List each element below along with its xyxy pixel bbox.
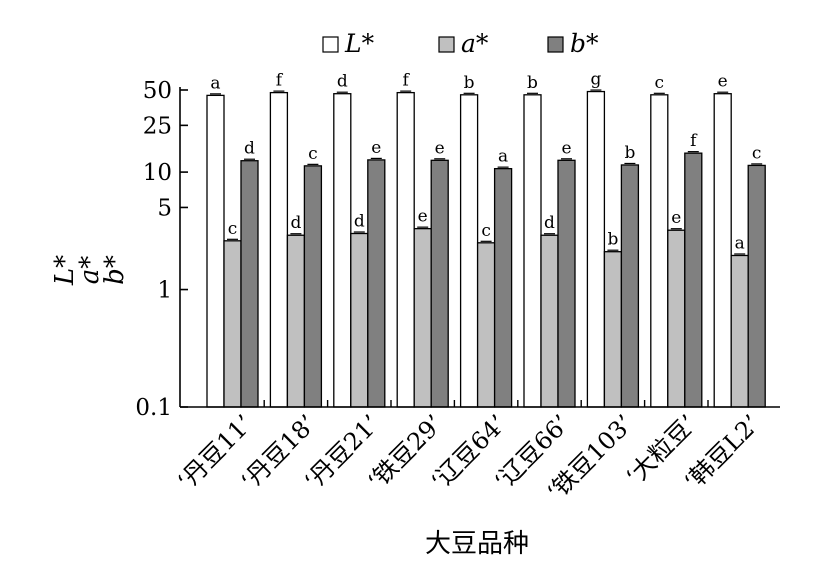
- bar: [667, 229, 686, 408]
- significance-label: f: [276, 71, 284, 91]
- significance-label: c: [481, 221, 491, 241]
- bar: [223, 240, 242, 408]
- bar: [730, 254, 749, 408]
- y-axis-title-part: b*: [100, 255, 130, 285]
- y-axis-title-part: L*: [50, 255, 80, 286]
- y-tick-label: 0.1: [135, 395, 172, 421]
- bar: [620, 164, 640, 408]
- significance-label: e: [671, 208, 681, 228]
- y-tick-label: 10: [143, 160, 172, 186]
- significance-label: a: [210, 73, 220, 93]
- bar: [240, 160, 259, 408]
- significance-label: a: [735, 233, 745, 253]
- bar: [650, 94, 669, 408]
- legend-swatch: [438, 36, 455, 53]
- y-axis: 0.1 1 5 10 25 50: [135, 78, 188, 421]
- bar: [430, 159, 449, 408]
- significance-label: e: [371, 138, 381, 158]
- significance-label: g: [590, 70, 601, 90]
- bar: [747, 164, 766, 408]
- y-tick-label: 1: [157, 278, 172, 304]
- significance-label: f: [403, 71, 411, 91]
- legend-label: b*: [570, 29, 599, 58]
- bar: [367, 159, 386, 408]
- significance-label: c: [228, 219, 238, 239]
- bar: [269, 91, 289, 408]
- bar: [396, 91, 415, 408]
- legend-swatch: [547, 36, 564, 53]
- bar: [603, 251, 623, 408]
- legend-label: L*: [344, 29, 375, 58]
- significance-label: c: [752, 143, 762, 163]
- bar: [350, 232, 369, 408]
- bar: [523, 94, 542, 408]
- bars: a c d f d c d d e f e e b c a b d e g b b c e f e a c: [206, 70, 766, 408]
- significance-label: d: [354, 212, 365, 232]
- significance-label: d: [544, 213, 555, 233]
- bar: [557, 159, 576, 408]
- bar: [540, 234, 559, 408]
- bar: [684, 152, 703, 408]
- bar: [303, 165, 323, 408]
- y-tick-label: 25: [143, 113, 172, 139]
- significance-label: c: [308, 144, 318, 164]
- bar: [586, 90, 606, 408]
- bar: [493, 167, 513, 408]
- y-axis-title-part: a*: [75, 256, 105, 285]
- y-axis-title: L*a*b*: [50, 255, 130, 286]
- legend: L* a* b*: [322, 29, 599, 58]
- x-axis: ‘丹豆11’‘丹豆18’‘丹豆21’‘铁豆29’‘辽豆64’‘辽豆66’‘铁豆1…: [172, 400, 780, 506]
- legend-swatch: [322, 36, 339, 53]
- significance-label: e: [561, 138, 571, 158]
- significance-label: d: [337, 72, 348, 92]
- bar: [459, 94, 479, 408]
- significance-label: e: [435, 138, 445, 158]
- significance-label: e: [418, 207, 428, 227]
- bar: [476, 242, 496, 408]
- legend-label: a*: [461, 29, 489, 58]
- significance-label: e: [718, 72, 728, 92]
- significance-label: d: [290, 213, 301, 233]
- bar: [286, 234, 306, 408]
- bar: [206, 94, 225, 408]
- bar: [713, 93, 732, 408]
- significance-label: c: [655, 73, 665, 93]
- significance-label: b: [464, 73, 475, 93]
- significance-label: b: [527, 73, 538, 93]
- y-tick-label: 5: [157, 195, 172, 221]
- significance-label: b: [607, 230, 618, 250]
- significance-label: a: [498, 147, 508, 167]
- significance-label: f: [690, 131, 698, 151]
- bar: [413, 227, 432, 408]
- y-tick-label: 50: [143, 78, 172, 104]
- x-axis-title: 大豆品种: [425, 529, 529, 559]
- bar: [333, 93, 352, 408]
- significance-label: b: [624, 143, 635, 163]
- significance-label: d: [244, 139, 255, 159]
